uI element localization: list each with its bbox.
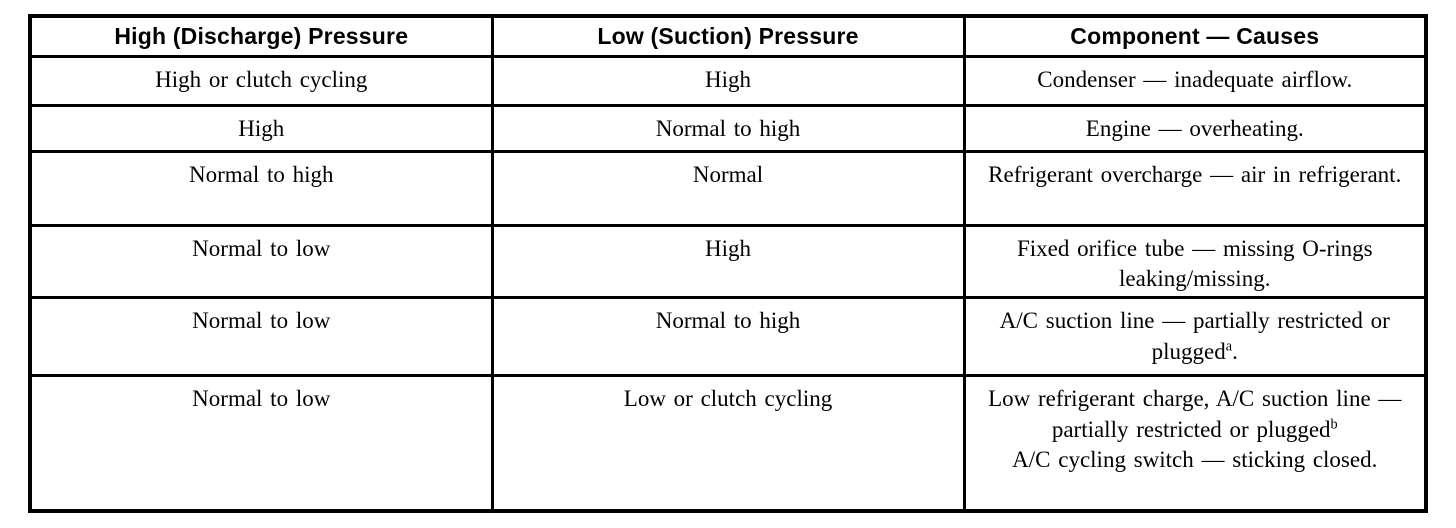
- cell-low-pressure: Low or clutch cycling: [490, 374, 966, 513]
- cell-high-pressure: Normal to low: [28, 223, 494, 300]
- cell-low-pressure: High: [490, 223, 966, 300]
- footnote-marker: b: [1330, 415, 1338, 432]
- cell-component-causes: Low refrigerant charge, A/C suction line…: [962, 374, 1428, 513]
- header-low-suction-pressure: Low (Suction) Pressure: [490, 14, 966, 58]
- cell-low-pressure: Normal to high: [490, 296, 966, 378]
- cell-component-causes: A/C suction line — partially restricted …: [962, 296, 1428, 378]
- table-row: Normal to low Normal to high A/C suction l…: [28, 296, 1428, 378]
- header-row: High (Discharge) Pressure Low (Suction) …: [28, 14, 1428, 58]
- table-row: Normal to low Low or clutch cycling Low re…: [28, 374, 1428, 513]
- table-row: Normal to high Normal Refrigerant overchar…: [28, 149, 1428, 227]
- table-row: High Normal to high Engine — overheating.: [28, 103, 1428, 153]
- header-component-causes: Component — Causes: [962, 14, 1428, 58]
- cell-component-causes: Refrigerant overcharge — air in refriger…: [962, 149, 1428, 227]
- cell-high-pressure: Normal to low: [28, 374, 494, 513]
- table-row: Normal to low High Fixed orifice tube — mi…: [28, 223, 1428, 300]
- footnote-marker: a: [1225, 337, 1233, 354]
- cell-component-causes: Engine — overheating.: [962, 103, 1428, 153]
- cell-high-pressure: High: [28, 103, 494, 153]
- cell-component-causes: Condenser — inadequate airflow.: [962, 54, 1428, 107]
- table-body: High or clutch cycling High Condenser — in…: [28, 54, 1428, 513]
- table-row: High or clutch cycling High Condenser — in…: [28, 54, 1428, 107]
- pressure-diagnosis-table: High (Discharge) Pressure Low (Suction) …: [28, 14, 1428, 513]
- cell-component-causes: Fixed orifice tube — missing O-rings lea…: [962, 223, 1428, 300]
- header-high-discharge-pressure: High (Discharge) Pressure: [28, 14, 494, 58]
- cell-high-pressure: Normal to low: [28, 296, 494, 378]
- cell-high-pressure: High or clutch cycling: [28, 54, 494, 107]
- cell-low-pressure: Normal: [490, 149, 966, 227]
- table-header: High (Discharge) Pressure Low (Suction) …: [28, 14, 1428, 58]
- diagnosis-table-container: High (Discharge) Pressure Low (Suction) …: [28, 14, 1428, 513]
- cell-high-pressure: Normal to high: [28, 149, 494, 227]
- cell-low-pressure: High: [490, 54, 966, 107]
- cell-low-pressure: Normal to high: [490, 103, 966, 153]
